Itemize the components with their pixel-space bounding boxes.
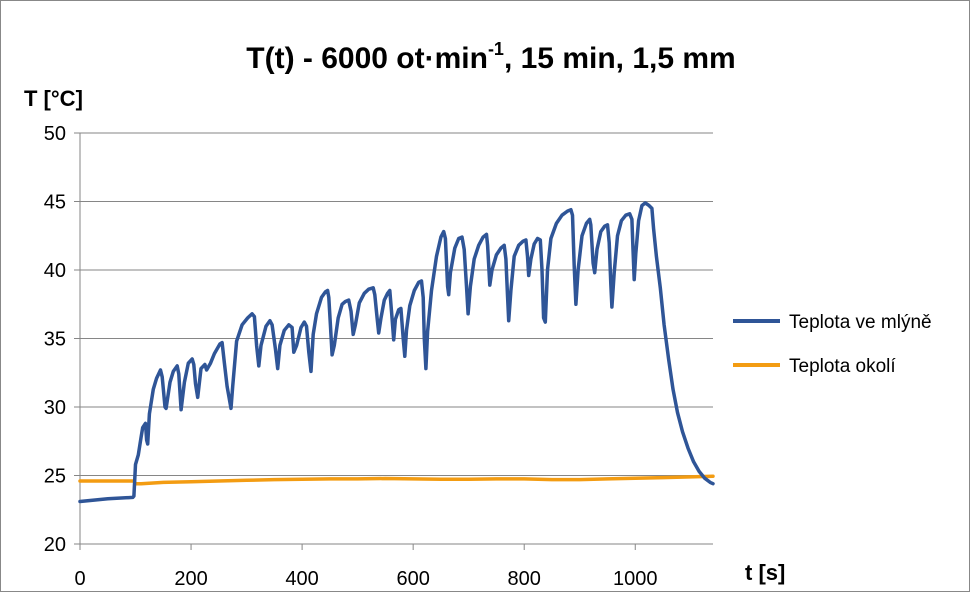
x-axis-label: t [s] (745, 560, 785, 585)
y-tick-label-50: 50 (44, 123, 66, 145)
y-tick-label-25: 25 (44, 466, 66, 488)
x-tick-label-600: 600 (396, 568, 429, 590)
chart-title: T(t) - 6000 ot·min-1, 15 min, 1,5 mm (246, 39, 735, 75)
series-line-teplota-ve-mlyne (78, 201, 715, 504)
x-tick-label-200: 200 (174, 568, 207, 590)
gridlines (80, 132, 713, 476)
y-tick-label-30: 30 (44, 397, 66, 419)
y-tick-label-40: 40 (44, 260, 66, 282)
x-axis-ticks: 0 200 400 600 800 1000 (74, 544, 658, 590)
y-axis-ticks: 20 25 30 35 40 45 50 (44, 123, 80, 556)
x-tick-label-800: 800 (508, 568, 541, 590)
legend-item-teplota-ve-mlyne: Teplota ve mlýně (733, 312, 932, 333)
series-group (78, 201, 715, 504)
x-tick-label-400: 400 (285, 568, 318, 590)
x-tick-label-1000: 1000 (613, 568, 658, 590)
legend-label-teplota-okoli: Teplota okolí (789, 356, 896, 377)
legend-item-teplota-okoli: Teplota okolí (733, 356, 896, 377)
y-tick-label-35: 35 (44, 329, 66, 351)
y-tick-label-45: 45 (44, 192, 66, 214)
legend: Teplota ve mlýně Teplota okolí (733, 312, 932, 377)
series-line-teplota-okoli (78, 474, 715, 486)
x-tick-label-0: 0 (74, 568, 85, 590)
legend-label-teplota-ve-mlyne: Teplota ve mlýně (789, 312, 932, 333)
y-axis-label: T [°C] (24, 86, 83, 111)
y-tick-label-20: 20 (44, 534, 66, 556)
